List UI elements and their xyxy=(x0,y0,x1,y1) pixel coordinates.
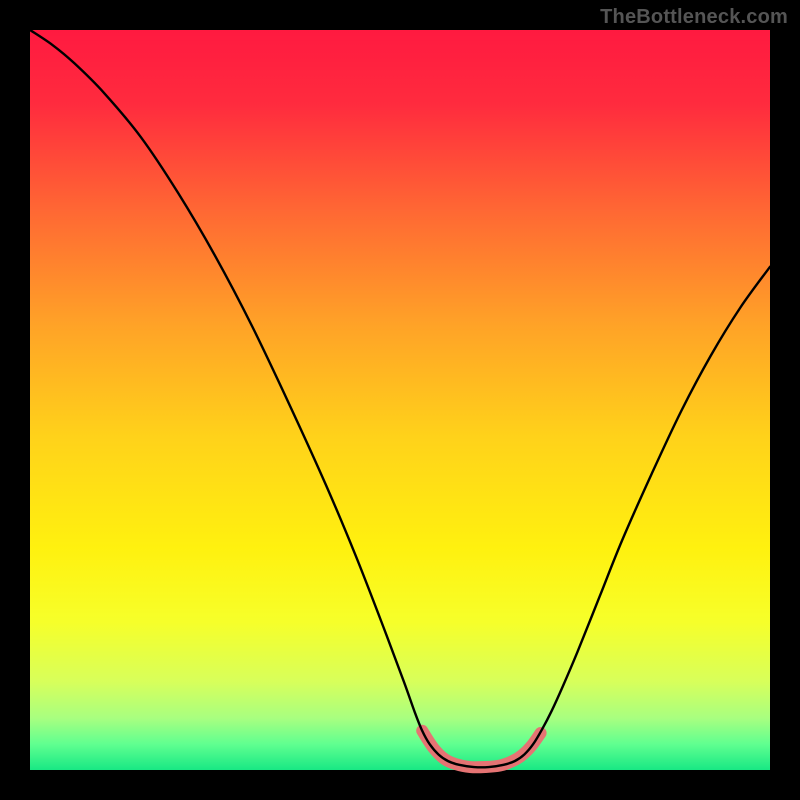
watermark-text: TheBottleneck.com xyxy=(600,6,788,29)
chart-frame: TheBottleneck.com xyxy=(0,0,800,800)
bottleneck-plot xyxy=(0,0,800,800)
plot-background xyxy=(30,30,770,770)
